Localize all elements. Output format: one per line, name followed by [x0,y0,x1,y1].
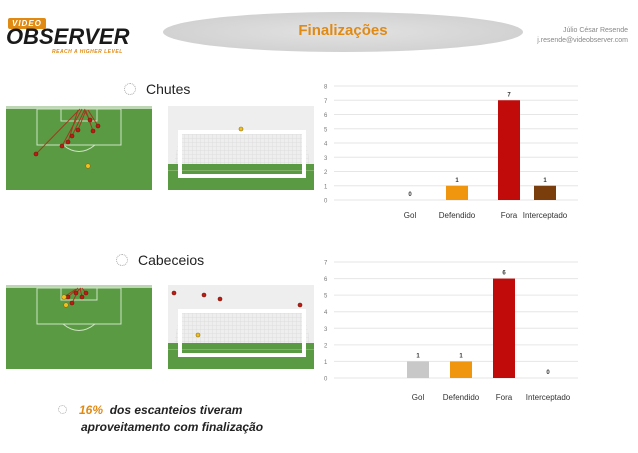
bar-defendido [446,185,468,200]
bar-defendido [450,361,472,378]
x-category-label: Fora [496,393,513,402]
y-tick-label: 3 [324,327,328,333]
x-category-label: Gol [404,211,417,220]
bar-fora [498,100,520,200]
goal-diagram [168,285,314,369]
data-label: 1 [543,178,547,184]
bar-fora [493,278,515,378]
section-title-cabeceios: Cabeceios [116,252,204,268]
y-tick-label: 1 [324,360,328,366]
y-tick-label: 7 [324,99,328,105]
data-label: 1 [455,178,459,184]
y-tick-label: 6 [324,277,328,283]
data-label: 7 [507,92,511,98]
data-label: 0 [546,370,550,376]
pitch-diagram [6,285,152,369]
y-tick-label: 2 [324,170,328,176]
author-email: j.resende@videobserver.com [537,37,628,44]
loading-bullet-icon [58,405,67,414]
author-info: Júlio César Resende j.resende@videobserv… [537,26,628,46]
x-category-label: Defendido [439,211,476,220]
section-title-chutes: Chutes [124,81,190,97]
x-category-label: Interceptado [523,211,568,220]
logo-brand: OBSERVER [6,24,130,49]
pitch-map-cabeceios [6,285,152,369]
y-tick-label: 8 [324,85,328,91]
y-tick-label: 7 [324,261,328,267]
y-tick-label: 3 [324,156,328,162]
videobserver-logo: VIDEO OBSERVER REACH A HIGHER LEVEL [6,18,146,55]
footer-highlight: 16% [79,403,104,417]
x-category-label: Interceptado [526,393,571,402]
bar-interceptado [534,185,556,200]
pitch-diagram [6,106,152,190]
goal-view-cabeceios [168,285,314,369]
section-label: Cabeceios [138,252,205,268]
data-label: 1 [459,353,463,359]
chart-cabeceios: 0 1 2 3 4 5 6 7 1 Gol 1 Defendido 6 Fora 0 Interceptado [324,261,578,402]
goal-view-chutes [168,106,314,190]
logo-tagline: REACH A HIGHER LEVEL [52,49,123,55]
footer-line-2: aproveitamento com finalização [81,420,264,434]
x-category-label: Gol [412,393,425,402]
x-category-label: Defendido [443,393,480,402]
y-tick-label: 6 [324,113,328,119]
pitch-map-chutes [6,106,152,190]
title-banner: Finalizações [163,12,523,52]
loading-bullet-icon [124,83,136,95]
logo-prefix: VIDEO [8,18,46,29]
y-tick-label: 5 [324,294,328,300]
y-tick-label: 4 [324,142,328,148]
page-title: Finalizações [298,22,388,39]
y-tick-label: 2 [324,343,328,349]
bar-gol [407,361,429,378]
x-category-label: Fora [501,211,518,220]
goal-diagram [168,106,314,190]
section-label: Chutes [146,81,191,97]
y-tick-label: 4 [324,310,328,316]
footer-note: 16% dos escanteios tiveram aproveitament… [58,402,263,436]
y-tick-label: 0 [324,199,328,205]
data-label: 1 [416,353,420,359]
data-label: 6 [502,271,506,277]
data-label: 0 [408,192,412,198]
footer-line-1: dos escanteios tiveram [109,403,243,417]
chart-chutes: 0 1 2 3 4 5 6 7 8 0 Gol 1 Defendido 7 Fora 1 Interceptad… [324,85,578,220]
y-tick-label: 5 [324,127,328,133]
y-tick-label: 1 [324,184,328,190]
loading-bullet-icon [116,254,128,266]
author-name: Júlio César Resende [563,27,628,34]
y-tick-label: 0 [324,377,328,383]
